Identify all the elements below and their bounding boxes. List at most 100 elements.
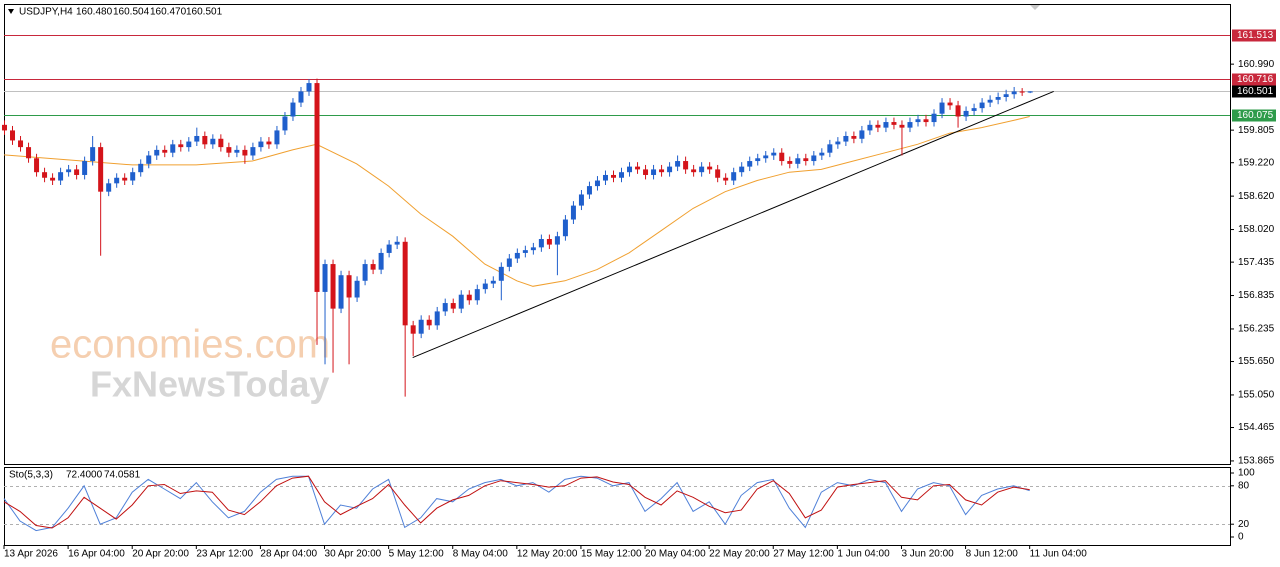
candle-body (699, 166, 705, 173)
candle-body (610, 174, 616, 178)
candle-body (811, 155, 817, 162)
y-tick-label: 158.620 (1238, 191, 1275, 202)
candle-body (731, 172, 737, 181)
y-tick-label: 155.650 (1238, 356, 1275, 367)
candle-body (42, 172, 48, 178)
y-tick-label: 156.835 (1238, 290, 1275, 301)
candle-body (386, 244, 392, 253)
candle-body (1003, 94, 1009, 98)
candle-body (186, 141, 192, 148)
candle-body (659, 169, 665, 173)
candle-body (875, 124, 881, 128)
candle-body (370, 264, 376, 270)
candle-body (514, 252, 520, 259)
candle-body (338, 275, 344, 309)
candle-body (594, 180, 600, 187)
candle-body (354, 280, 360, 298)
candle-body (482, 283, 488, 290)
candle-body (98, 147, 104, 192)
level-tag (1232, 85, 1276, 98)
header-low: 160.470 (150, 7, 187, 18)
candle-body (787, 161, 793, 164)
candle-body (538, 239, 544, 248)
level-tag (1232, 29, 1276, 42)
level-tag-label: 161.513 (1237, 30, 1274, 41)
candle-body (146, 155, 152, 164)
candle-body (755, 158, 761, 162)
y-tick-label: 158.020 (1238, 224, 1275, 235)
x-tick-label: 23 Apr 12:00 (196, 549, 253, 560)
candle-body (707, 166, 713, 170)
candle-body (522, 250, 528, 253)
candle-body (50, 177, 56, 181)
candle-body (26, 147, 32, 159)
candle-body (530, 247, 536, 251)
candle-body (138, 163, 144, 173)
candle-body (1027, 91, 1033, 93)
candle-body (955, 105, 961, 117)
candle-body (835, 141, 841, 145)
candle-body (106, 183, 112, 192)
candle-body (82, 161, 88, 175)
candle-body (883, 122, 889, 128)
x-tick-label: 5 May 12:00 (389, 549, 444, 560)
y-tick-label: 154.465 (1238, 422, 1275, 433)
candle-body (627, 166, 633, 173)
candle-body (570, 205, 576, 220)
candle-body (154, 149, 160, 156)
header-close: 160.501 (186, 7, 223, 18)
header-high: 160.504 (113, 7, 150, 18)
candle-body (162, 149, 168, 153)
indicator-value: 74.0581 (104, 470, 141, 481)
level-tag-label: 160.501 (1237, 86, 1274, 97)
candle-body (490, 280, 496, 284)
candle-body (58, 172, 64, 181)
y-tick-label: 159.805 (1238, 125, 1275, 136)
line-series (3, 116, 1030, 287)
menu-arrow (8, 9, 14, 14)
candle-body (931, 113, 937, 123)
candle-body (130, 172, 136, 181)
candle-body (178, 144, 184, 148)
candle-body (314, 83, 320, 292)
candle-body (907, 122, 913, 128)
candle-body (194, 135, 200, 142)
y-tick-label: 80 (1238, 480, 1250, 491)
candle-body (635, 166, 641, 170)
candle-body (939, 102, 945, 114)
candle-body (923, 119, 929, 123)
candle-body (971, 108, 977, 111)
candle-body (202, 135, 208, 145)
candle-body (763, 155, 769, 159)
candle-body (867, 124, 873, 131)
x-tick-label: 1 Jun 04:00 (837, 549, 890, 560)
candle-body (819, 152, 825, 156)
candle-body (226, 147, 232, 153)
candle-body (218, 138, 224, 148)
x-tick-label: 30 Apr 20:00 (325, 549, 382, 560)
candle-body (723, 177, 729, 181)
candle-body (947, 102, 953, 106)
candle-body (715, 169, 721, 178)
level-tag (1232, 109, 1276, 122)
candle-body (242, 149, 248, 156)
candle-body (10, 130, 16, 141)
candle-body (402, 241, 408, 326)
y-tick-label: 157.435 (1238, 257, 1275, 268)
x-tick-label: 16 Apr 04:00 (68, 549, 125, 560)
x-tick-label: 28 Apr 04:00 (260, 549, 317, 560)
candle-body (619, 172, 625, 178)
candle-body (74, 169, 80, 175)
candle-body (554, 236, 560, 245)
x-tick-label: 27 May 12:00 (773, 549, 834, 560)
candle-body (683, 161, 689, 170)
indicator-title: Sto(5,3,3) (9, 470, 53, 481)
candle-body (434, 311, 440, 326)
y-tick-label: 20 (1238, 519, 1250, 530)
candle-body (474, 289, 480, 301)
candle-body (963, 110, 969, 117)
watermark: economies.com (50, 323, 330, 367)
candle-body (995, 97, 1001, 100)
x-tick-label: 15 May 12:00 (581, 549, 642, 560)
candle-body (578, 194, 584, 206)
